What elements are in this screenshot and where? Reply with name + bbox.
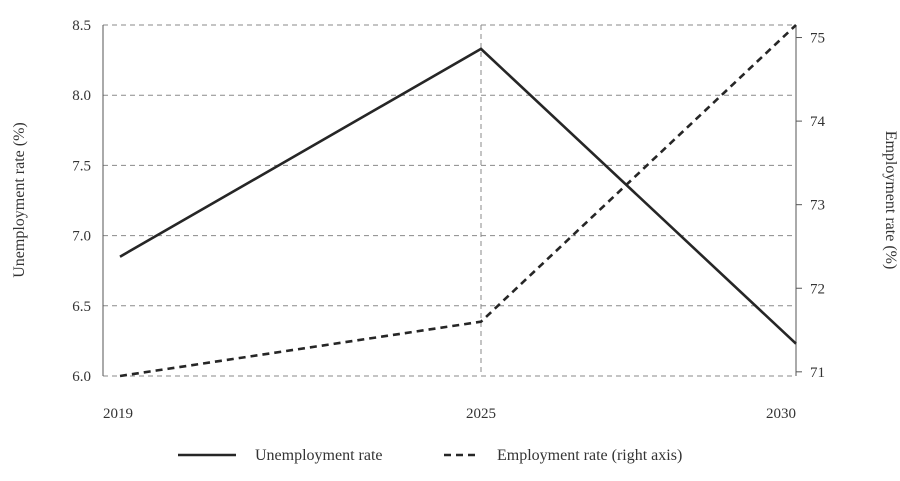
y2-axis-title: Employment rate (%) (882, 131, 899, 270)
y-tick-label: 8.0 (72, 88, 91, 104)
y-tick-label: 7.5 (72, 158, 91, 174)
legend-label: Employment rate (right axis) (497, 447, 682, 464)
y-tick-label: 7.0 (72, 229, 91, 245)
y2-tick-label: 73 (810, 198, 825, 214)
x-tick-label: 2019 (103, 406, 133, 422)
x-tick-label: 2025 (466, 406, 496, 422)
y2-tick-label: 75 (810, 31, 825, 47)
x-tick-label: 2030 (766, 406, 796, 422)
grid (102, 24, 797, 377)
legend-item-unemployment: Unemployment rate (178, 447, 383, 464)
y-tick-label: 8.5 (72, 18, 91, 34)
y-tick-label: 6.0 (72, 369, 91, 385)
series-line-unemployment (119, 47, 797, 345)
y2-tick-label: 72 (810, 281, 825, 297)
y-tick-label: 6.5 (72, 299, 91, 315)
y2-tick-label: 74 (810, 114, 826, 130)
y-axis-title: Unemployment rate (%) (11, 122, 28, 278)
series-line-employment (119, 24, 797, 378)
series (119, 24, 797, 378)
legend-label: Unemployment rate (255, 447, 383, 464)
axes (102, 25, 797, 376)
tick-labels: 6.0 6.5 7.0 7.5 8.0 8.5 2019 2025 2030 71 72 73 74 75 (72, 18, 825, 422)
y2-tick-label: 71 (810, 365, 825, 381)
legend-item-employment: Employment rate (right axis) (444, 447, 682, 464)
legend: Unemployment rate Employment rate (right… (178, 447, 682, 464)
